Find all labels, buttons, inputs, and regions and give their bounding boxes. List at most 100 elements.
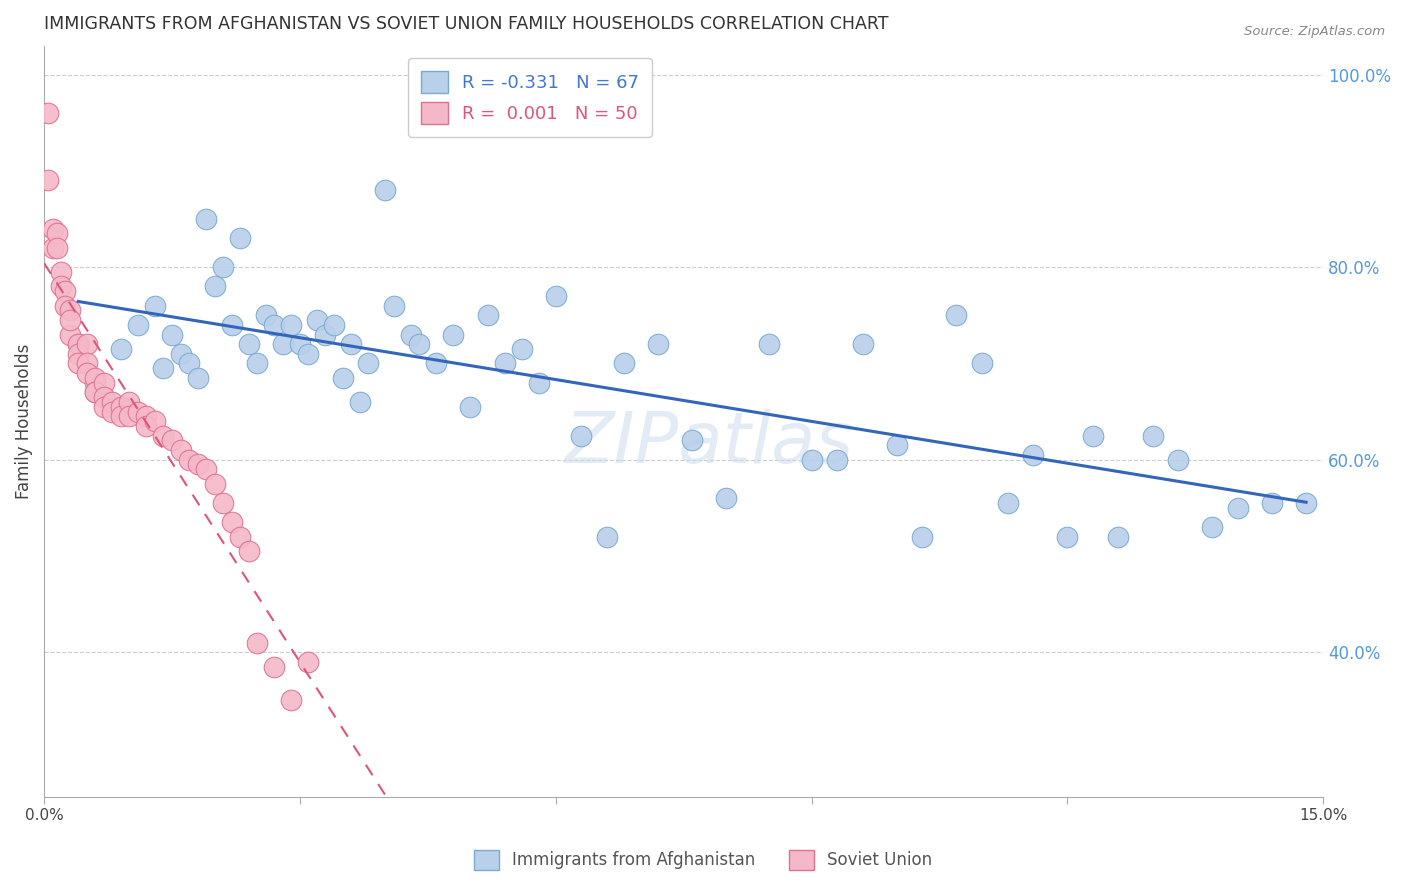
Point — [221, 516, 243, 530]
Point — [84, 376, 107, 390]
Point — [143, 299, 166, 313]
Point — [1295, 496, 1317, 510]
Point — [187, 458, 209, 472]
Point — [349, 395, 371, 409]
Text: Source: ZipAtlas.com: Source: ZipAtlas.com — [1244, 25, 1385, 38]
Point — [997, 496, 1019, 510]
Point — [1056, 530, 1078, 544]
Point — [1261, 496, 1284, 510]
Point — [1022, 448, 1045, 462]
Point — [55, 299, 77, 313]
Point — [41, 241, 63, 255]
Point — [76, 337, 98, 351]
Point — [110, 409, 132, 424]
Point — [970, 356, 993, 370]
Point — [93, 376, 115, 390]
Text: ZIPatlas: ZIPatlas — [565, 409, 853, 478]
Point — [84, 371, 107, 385]
Point — [169, 347, 191, 361]
Point — [382, 299, 405, 313]
Point — [297, 655, 319, 669]
Point — [37, 173, 59, 187]
Point — [84, 385, 107, 400]
Point — [160, 327, 183, 342]
Text: IMMIGRANTS FROM AFGHANISTAN VS SOVIET UNION FAMILY HOUSEHOLDS CORRELATION CHART: IMMIGRANTS FROM AFGHANISTAN VS SOVIET UN… — [44, 15, 889, 33]
Point — [510, 342, 533, 356]
Legend: R = -0.331   N = 67, R =  0.001   N = 50: R = -0.331 N = 67, R = 0.001 N = 50 — [408, 59, 652, 136]
Point — [51, 265, 73, 279]
Point — [800, 452, 823, 467]
Point — [527, 376, 550, 390]
Point — [67, 337, 90, 351]
Point — [494, 356, 516, 370]
Point — [460, 400, 482, 414]
Point — [1142, 428, 1164, 442]
Point — [1081, 428, 1104, 442]
Point — [315, 327, 337, 342]
Point — [169, 443, 191, 458]
Point — [596, 530, 619, 544]
Point — [127, 318, 149, 332]
Point — [204, 476, 226, 491]
Point — [59, 327, 82, 342]
Point — [45, 241, 67, 255]
Point — [408, 337, 430, 351]
Point — [441, 327, 464, 342]
Point — [945, 308, 967, 322]
Point — [93, 400, 115, 414]
Point — [305, 313, 328, 327]
Point — [238, 544, 260, 558]
Point — [569, 428, 592, 442]
Point — [246, 356, 269, 370]
Point — [143, 414, 166, 428]
Point — [716, 491, 738, 506]
Point — [238, 337, 260, 351]
Point — [229, 530, 252, 544]
Point — [118, 409, 141, 424]
Point — [160, 434, 183, 448]
Point — [297, 347, 319, 361]
Legend: Immigrants from Afghanistan, Soviet Union: Immigrants from Afghanistan, Soviet Unio… — [467, 843, 939, 877]
Point — [544, 289, 567, 303]
Point — [280, 693, 302, 707]
Point — [911, 530, 934, 544]
Point — [187, 371, 209, 385]
Point — [852, 337, 875, 351]
Point — [1108, 530, 1130, 544]
Point — [280, 318, 302, 332]
Point — [332, 371, 354, 385]
Point — [758, 337, 780, 351]
Point — [229, 231, 252, 245]
Point — [212, 260, 235, 274]
Point — [425, 356, 447, 370]
Point — [647, 337, 669, 351]
Point — [288, 337, 311, 351]
Point — [127, 404, 149, 418]
Point — [135, 419, 157, 434]
Point — [357, 356, 380, 370]
Point — [67, 337, 90, 351]
Point — [67, 356, 90, 370]
Point — [221, 318, 243, 332]
Point — [101, 404, 124, 418]
Point — [152, 361, 174, 376]
Point — [110, 400, 132, 414]
Point — [323, 318, 346, 332]
Point — [118, 395, 141, 409]
Point — [135, 409, 157, 424]
Point — [37, 106, 59, 120]
Point — [271, 337, 294, 351]
Point — [152, 428, 174, 442]
Point — [93, 390, 115, 404]
Point — [246, 635, 269, 649]
Point — [55, 284, 77, 298]
Point — [204, 279, 226, 293]
Point — [886, 438, 908, 452]
Y-axis label: Family Households: Family Households — [15, 343, 32, 499]
Point — [613, 356, 636, 370]
Point — [263, 659, 285, 673]
Point — [374, 183, 396, 197]
Point — [195, 462, 218, 476]
Point — [76, 356, 98, 370]
Point — [51, 279, 73, 293]
